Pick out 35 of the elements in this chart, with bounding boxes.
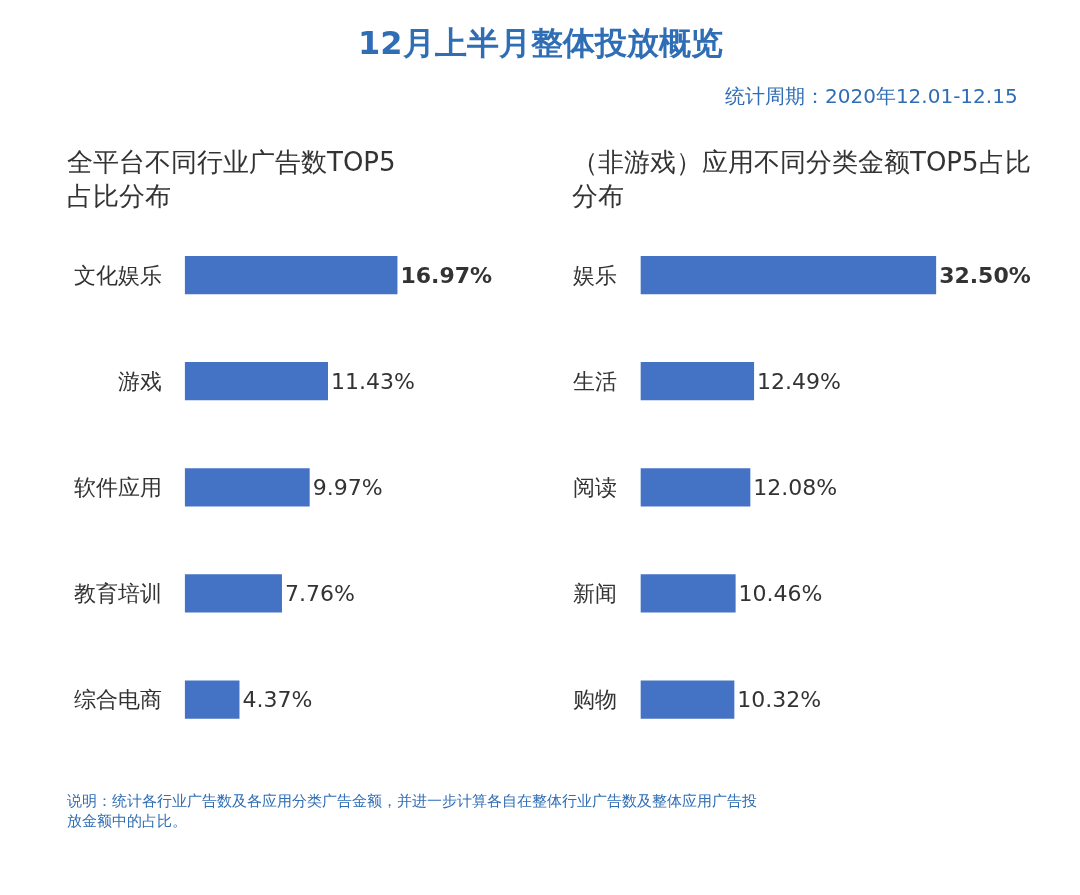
y-tick-label: 阅读 — [573, 475, 618, 501]
data-label: 4.37% — [242, 687, 313, 713]
data-label: 12.49% — [757, 368, 841, 394]
data-label: 9.97% — [312, 474, 383, 500]
bar — [640, 468, 751, 507]
text: 统计周期：2020年12.01-12.15 — [725, 84, 1018, 108]
y-tick-label: 教育培训 — [73, 581, 162, 607]
bar — [640, 574, 736, 613]
bar — [184, 362, 328, 401]
data-label: 32.50% — [939, 262, 1031, 288]
y-tick-label: 新闻 — [573, 581, 618, 607]
data-label: 10.32% — [737, 687, 822, 713]
bar — [640, 680, 735, 719]
bar — [640, 255, 937, 295]
y-tick-label: 文化娱乐 — [73, 262, 162, 288]
bar — [640, 362, 755, 401]
bar — [184, 680, 240, 719]
y-tick-label: 购物 — [573, 687, 618, 713]
text: 12月上半月整体投放概览 — [358, 24, 723, 62]
y-tick-label: 软件应用 — [73, 475, 162, 501]
y-tick-label: 游戏 — [117, 368, 162, 394]
y-tick-label: 综合电商 — [73, 687, 162, 713]
data-label: 12.08% — [753, 474, 838, 500]
data-label: 16.97% — [400, 262, 493, 288]
y-tick-label: 娱乐 — [573, 262, 618, 288]
text: 说明：统计各行业广告数及各应用分类广告金额，并进一步计算各自在整体行业广告数及整体应用广告投放金额中的占比。 — [67, 792, 757, 830]
y-tick-label: 生活 — [573, 368, 618, 394]
data-label: 10.46% — [738, 580, 823, 606]
bar — [184, 468, 310, 507]
bar — [184, 255, 398, 295]
data-label: 11.43% — [330, 368, 415, 394]
data-label: 7.76% — [284, 580, 355, 606]
chart-title: 全平台不同行业广告数TOP5占比分布 — [67, 147, 396, 211]
bar — [184, 574, 282, 613]
chart-title: （非游戏）应用不同分类金额TOP5占比分布 — [572, 147, 1031, 211]
